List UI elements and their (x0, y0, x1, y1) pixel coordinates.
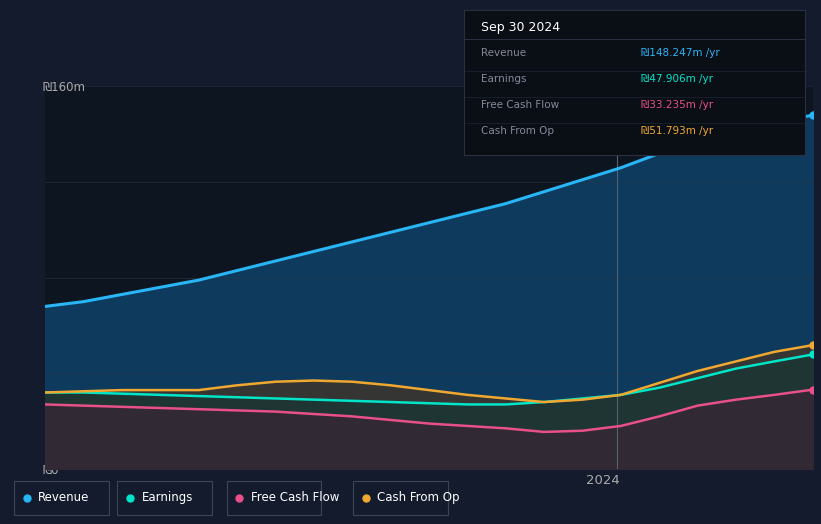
Text: Revenue: Revenue (481, 48, 526, 58)
Text: Cash From Op: Cash From Op (377, 492, 460, 504)
Text: Earnings: Earnings (481, 74, 526, 84)
Text: Earnings: Earnings (141, 492, 193, 504)
Text: ₪33.235m /yr: ₪33.235m /yr (641, 100, 713, 110)
Text: Free Cash Flow: Free Cash Flow (481, 100, 559, 110)
Text: Sep 30 2024: Sep 30 2024 (481, 20, 560, 34)
Text: Past: Past (621, 91, 645, 104)
Text: ₪51.793m /yr: ₪51.793m /yr (641, 126, 713, 136)
Text: ₪148.247m /yr: ₪148.247m /yr (641, 48, 720, 58)
Text: Free Cash Flow: Free Cash Flow (250, 492, 339, 504)
Text: ₪47.906m /yr: ₪47.906m /yr (641, 74, 713, 84)
Text: Cash From Op: Cash From Op (481, 126, 554, 136)
Text: Revenue: Revenue (38, 492, 89, 504)
